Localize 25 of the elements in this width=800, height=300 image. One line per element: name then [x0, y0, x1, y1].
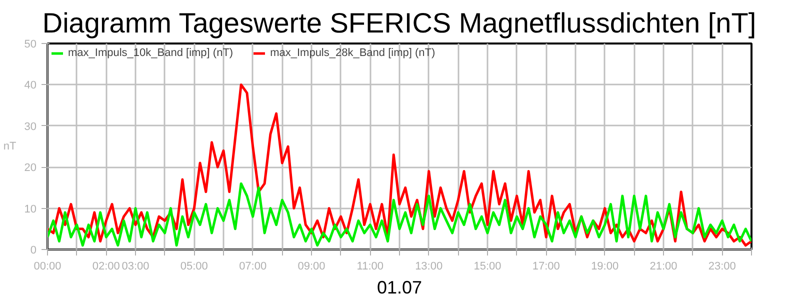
x-tick-label: 00:00	[34, 260, 62, 272]
y-axis-title: nT	[3, 140, 17, 152]
x-tick-label: 19:00	[591, 260, 619, 272]
y-tick-label: 10	[24, 203, 37, 216]
y-tick-label: 50	[24, 38, 37, 50]
x-tick-label: 03:00	[122, 260, 150, 272]
legend-label: max_Impuls_10k_Band [imp] (nT)	[68, 47, 234, 59]
y-tick-label: 40	[24, 80, 37, 92]
y-tick-label: 0	[30, 244, 37, 256]
y-tick-label: 30	[24, 120, 37, 133]
x-tick-label: 15:00	[474, 260, 502, 272]
x-tick-label: 09:00	[298, 260, 326, 272]
line-series	[48, 182, 752, 247]
x-tick-label: 05:00	[180, 260, 208, 272]
x-axis-title: 01.07	[376, 278, 422, 298]
x-tick-label: 21:00	[650, 260, 678, 272]
x-tick-label: 17:00	[532, 260, 560, 272]
x-tick-label: 23:00	[708, 260, 736, 272]
y-tick-label: 20	[24, 162, 37, 174]
x-tick-label: 11:00	[356, 260, 384, 272]
legend-label: max_Impuls_28k_Band [imp] (nT)	[270, 47, 436, 59]
x-tick-label: 13:00	[415, 260, 443, 272]
x-tick-label: 07:00	[239, 260, 267, 272]
chart-title: Diagramm Tageswerte SFERICS Magnetflussdichten [nT]	[42, 8, 756, 38]
x-tick-label: 02:00	[92, 260, 120, 272]
